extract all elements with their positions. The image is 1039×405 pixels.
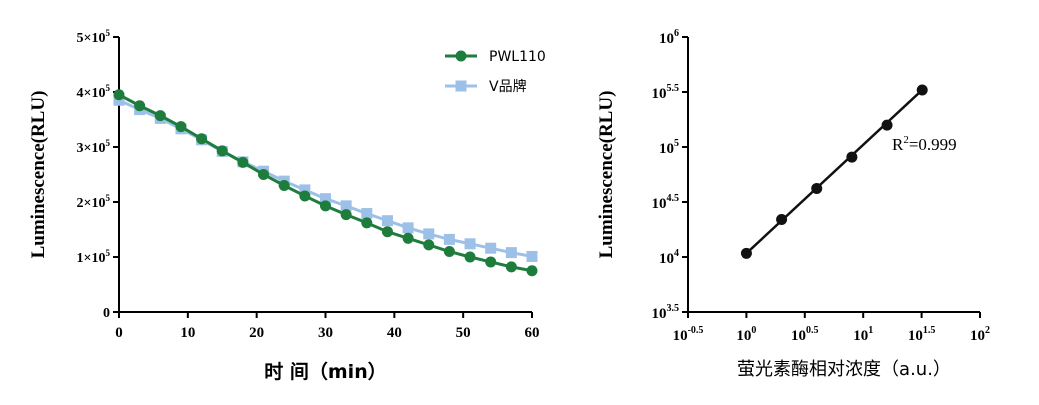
y-tick-label: 104.5 bbox=[652, 193, 680, 212]
x-axis-title: 萤光素酶相对浓度（a.u.） bbox=[737, 359, 951, 380]
data-point-pwl110 bbox=[361, 217, 373, 229]
y-axis-title: Luminescence(RLU) bbox=[28, 91, 49, 259]
data-point bbox=[881, 119, 893, 131]
data-point bbox=[740, 247, 752, 259]
data-point-pwl110 bbox=[154, 110, 166, 122]
data-point-pwl110 bbox=[320, 200, 331, 212]
x-tick-label: 60 bbox=[525, 325, 540, 341]
data-point-v-brand bbox=[485, 242, 497, 254]
y-tick-label: 5×105 bbox=[77, 28, 111, 46]
data-point-pwl110 bbox=[216, 145, 228, 157]
x-tick-label: 50 bbox=[456, 325, 471, 341]
data-point-pwl110 bbox=[526, 265, 538, 277]
data-point-v-brand bbox=[361, 208, 373, 220]
y-tick-label: 2×105 bbox=[77, 193, 111, 211]
data-point-pwl110 bbox=[278, 180, 290, 191]
data-point-pwl110 bbox=[134, 100, 146, 112]
data-point-v-brand bbox=[320, 193, 331, 205]
data-point-v-brand bbox=[381, 215, 393, 227]
x-tick-label: 10 bbox=[180, 325, 195, 341]
x-tick-label: 30 bbox=[318, 325, 333, 341]
legend-marker bbox=[455, 80, 467, 92]
data-point-pwl110 bbox=[237, 156, 249, 168]
y-tick-label: 103.5 bbox=[652, 303, 680, 322]
y-tick-label: 1×105 bbox=[77, 248, 111, 266]
data-point-pwl110 bbox=[505, 261, 517, 273]
data-point-pwl110 bbox=[423, 239, 435, 251]
data-point bbox=[776, 214, 788, 226]
y-tick-label: 105 bbox=[659, 138, 679, 157]
x-tick-label: 102 bbox=[970, 325, 990, 344]
x-tick-label: 20 bbox=[249, 325, 264, 341]
data-point bbox=[916, 84, 928, 96]
data-point-v-brand bbox=[505, 247, 517, 259]
data-point-pwl110 bbox=[443, 246, 455, 257]
y-tick-label: 4×105 bbox=[77, 83, 111, 101]
data-point bbox=[811, 182, 823, 194]
data-point-v-brand bbox=[340, 200, 352, 212]
data-point-v-brand bbox=[299, 184, 311, 196]
data-point-v-brand bbox=[443, 233, 455, 245]
legend-label: V品牌 bbox=[489, 78, 527, 95]
data-point-pwl110 bbox=[381, 226, 393, 238]
x-tick-label: 10-0.5 bbox=[673, 325, 704, 344]
y-tick-label: 0 bbox=[103, 306, 110, 321]
data-point-pwl110 bbox=[175, 121, 187, 133]
y-axis-title: Luminescence(RLU) bbox=[596, 91, 617, 259]
data-point-pwl110 bbox=[258, 169, 270, 180]
data-point-v-brand bbox=[423, 228, 435, 240]
data-point-v-brand bbox=[526, 250, 538, 262]
y-tick-label: 104 bbox=[659, 248, 679, 267]
y-tick-label: 3×105 bbox=[77, 138, 111, 156]
data-point-pwl110 bbox=[402, 232, 414, 244]
data-point-pwl110 bbox=[196, 133, 208, 145]
data-point-pwl110 bbox=[340, 209, 352, 221]
legend-label: PWL110 bbox=[489, 49, 546, 65]
x-tick-label: 100 bbox=[736, 325, 756, 344]
x-tick-label: 100.5 bbox=[791, 325, 819, 344]
y-tick-label: 106 bbox=[659, 28, 679, 47]
x-axis-title: 时 间（min） bbox=[264, 360, 386, 383]
data-point-pwl110 bbox=[464, 251, 476, 263]
data-point-pwl110 bbox=[299, 190, 311, 202]
data-point-pwl110 bbox=[113, 89, 125, 101]
fit-line bbox=[745, 89, 924, 255]
r-squared-annotation: R2=0.999 bbox=[892, 134, 957, 154]
data-point-v-brand bbox=[402, 222, 414, 234]
x-tick-label: 40 bbox=[387, 325, 402, 341]
data-point bbox=[846, 151, 858, 163]
data-point-v-brand bbox=[464, 238, 476, 250]
legend-marker bbox=[455, 50, 467, 62]
x-tick-label: 101 bbox=[853, 325, 873, 344]
data-point-pwl110 bbox=[485, 256, 497, 268]
y-tick-label: 105.5 bbox=[652, 83, 680, 102]
x-tick-label: 0 bbox=[115, 325, 123, 341]
x-tick-label: 101.5 bbox=[908, 325, 936, 344]
